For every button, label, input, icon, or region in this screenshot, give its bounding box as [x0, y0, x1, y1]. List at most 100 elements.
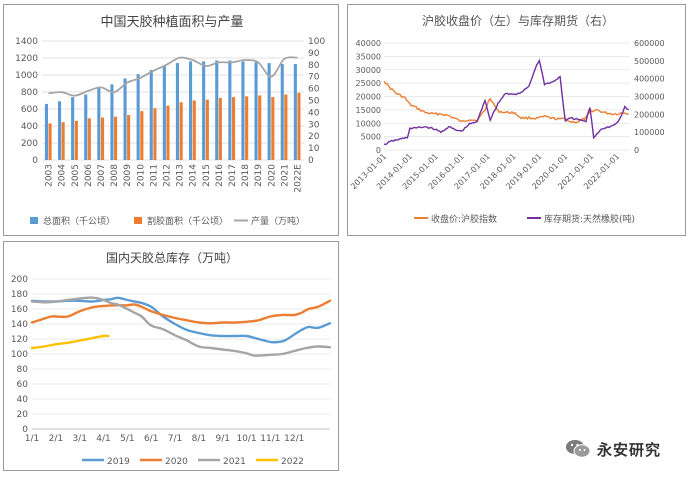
chart3-y-tick: 0	[22, 425, 28, 435]
chart1-bar	[271, 97, 275, 160]
chart1-bar	[136, 74, 140, 160]
chart1-bar	[149, 69, 153, 160]
chart-total-inventory: 国内天胶总库存（万吨） 0 20 40 60 80 100 120 140 160 180 200 1/…	[11, 250, 332, 467]
chart1-yright-tick: 90	[308, 49, 320, 59]
chart-panel-total-inventory: 国内天胶总库存（万吨） 0 20 40 60 80 100 120 140 160 180 200 1/…	[3, 241, 339, 471]
chart3-y-tick: 120	[11, 335, 28, 345]
chart1-yright-tick: 30	[308, 120, 320, 130]
chart2-yright-tick: 400000	[634, 75, 665, 84]
chart1-bar	[179, 102, 183, 160]
chart1-legend-swatch	[30, 217, 38, 224]
chart1-yleft-tick: 200	[21, 139, 38, 149]
chart1-bar	[153, 108, 157, 160]
chart3-y-tick: 20	[17, 410, 29, 420]
chart1-yright-tick: 70	[308, 73, 320, 83]
chart3-line-2021	[30, 296, 332, 357]
chart1-bar	[192, 100, 196, 160]
chart1-yleft-tick: 1400	[15, 37, 38, 47]
chart1-x-tick: 2005	[71, 164, 81, 187]
chart1-bar	[44, 103, 48, 160]
chart-price-vs-futures-stock: 沪胶收盘价（左）与库存期货（右） 0 5000 10000 15000 20000 2500…	[349, 13, 665, 225]
chart1-yright-tick: 40	[308, 108, 320, 118]
chart1-yleft-tick: 1000	[15, 71, 38, 81]
chart1-x-tick: 2018	[241, 164, 251, 187]
chart1-bar	[218, 97, 222, 160]
chart3-y-tick: 60	[17, 380, 29, 390]
chart1-yright-tick: 100	[308, 37, 325, 47]
chart2-price-line	[383, 80, 629, 124]
watermark-text: 永安研究	[597, 440, 662, 459]
chart1-bar	[280, 64, 284, 160]
chart-panel-price-stock: 沪胶收盘价（左）与库存期货（右） 0 5000 10000 15000 20000 2500…	[347, 4, 686, 236]
chart1-bar	[258, 95, 262, 160]
chart3-x-tick: 8/1	[192, 434, 206, 444]
chart1-bar	[162, 65, 166, 160]
chart1-x-tick: 2013	[176, 164, 186, 187]
chart1-x-tick: 2017	[228, 164, 238, 187]
chart3-x-tick: 5/1	[120, 434, 134, 444]
chart1-bar	[87, 118, 91, 160]
chart1-x-tick: 2012	[162, 164, 172, 187]
chart2-yleft-tick: 20000	[356, 93, 381, 102]
chart1-output-line	[48, 56, 298, 97]
chart1-bar	[61, 122, 65, 160]
chart3-x-tick: 12/1	[284, 434, 304, 444]
chart1-x-tick: 2011	[149, 164, 159, 187]
chart1-yleft-tick: 600	[21, 105, 38, 115]
chart2-yleft-tick: 5000	[361, 133, 381, 142]
chart1-x-tick: 2010	[136, 164, 146, 187]
chart3-x-tick: 2/1	[49, 434, 63, 444]
chart1-bar	[114, 116, 118, 160]
chart3-y-tick: 100	[11, 350, 28, 360]
chart3-legend-label: 2019	[107, 457, 130, 467]
chart1-legend-swatch	[134, 217, 142, 224]
chart1-legend-label: 总面积（千公顷）	[43, 215, 115, 227]
chart1-x-tick: 2019	[254, 164, 264, 187]
chart3-y-tick: 140	[11, 320, 28, 330]
chart3-legend-label: 2022	[281, 457, 304, 467]
chart3-y-tick: 40	[17, 395, 29, 405]
chart1-yright-tick: 0	[308, 156, 314, 166]
chart2-legend-label: 收盘价:沪胶指数	[431, 213, 497, 225]
chart3-x-tick: 11/1	[260, 434, 280, 444]
chart2-yleft-tick: 35000	[356, 52, 381, 61]
chart1-x-tick: 2008	[110, 164, 120, 187]
chart1-x-tick: 2009	[123, 164, 133, 187]
chart2-yleft-tick: 0	[376, 146, 381, 155]
chart1-x-tick: 2007	[97, 164, 107, 187]
chart1-yright-tick: 60	[308, 85, 320, 95]
chart2-yleft-tick: 30000	[356, 66, 381, 75]
chart1-bar	[228, 60, 232, 160]
chart1-bar	[254, 62, 258, 161]
chart1-x-tick: 2022E	[293, 164, 303, 193]
chart1-bar	[58, 101, 62, 160]
chart1-legend-label: 产量（万吨）	[251, 215, 305, 227]
chart1-yright-tick: 50	[308, 97, 320, 107]
chart2-yright-tick: 500000	[634, 57, 665, 66]
chart1-bar	[127, 115, 131, 160]
chart3-title: 国内天胶总库存（万吨）	[106, 250, 238, 265]
chart3-line-2019	[30, 296, 332, 344]
chart1-bar	[101, 117, 105, 160]
chart2-yright-tick: 300000	[634, 93, 665, 102]
chart1-bar	[123, 78, 127, 160]
chart3-x-tick: 7/1	[168, 434, 182, 444]
chart1-bar	[202, 61, 206, 160]
chart3-legend-label: 2021	[223, 457, 246, 467]
chart1-x-tick: 2004	[58, 164, 68, 187]
chart1-yright-tick: 80	[308, 61, 320, 71]
chart3-line-2020	[30, 299, 332, 325]
chart2-yleft-tick: 15000	[356, 106, 381, 115]
chart1-bar	[110, 84, 114, 160]
chart1-x-tick: 2015	[202, 164, 212, 187]
chart1-yleft-tick: 1200	[15, 54, 38, 64]
chart1-x-tick: 2020	[267, 164, 277, 187]
chart3-x-tick: 9/1	[215, 434, 229, 444]
chart1-bar	[293, 64, 297, 160]
chart-planting-area-output: 中国天胶种植面积与产量 0 200 400 600 800 1000 1200 1400 0 10 2…	[15, 14, 325, 227]
chart1-x-tick: 2021	[280, 164, 290, 187]
chart1-bar	[97, 86, 101, 160]
chart1-bar	[48, 123, 52, 160]
chart1-bar	[189, 61, 193, 160]
watermark: 永安研究	[565, 438, 661, 460]
